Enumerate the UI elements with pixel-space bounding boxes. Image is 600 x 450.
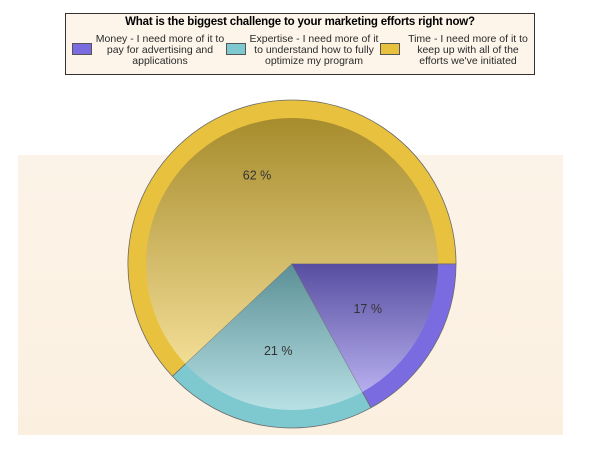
legend-swatch-expertise <box>226 43 246 55</box>
legend-label-expertise: Expertise - I need more of it to underst… <box>249 33 379 67</box>
pie-slice-shading-time <box>145 117 438 364</box>
chart-legend: What is the biggest challenge to your ma… <box>65 13 535 75</box>
slice-label-money: 17 % <box>353 302 382 316</box>
slice-label-time: 62 % <box>243 169 272 183</box>
legend-swatch-money <box>72 43 92 55</box>
pie-slice-shading-money <box>292 264 438 392</box>
legend-label-money: Money - I need more of it to pay for adv… <box>95 33 225 67</box>
pie-slice-shading-expertise <box>185 264 363 410</box>
slice-label-expertise: 21 % <box>264 344 293 358</box>
legend-label-time: Time - I need more of it to keep up with… <box>408 33 528 67</box>
chart-title: What is the biggest challenge to your ma… <box>125 16 475 28</box>
legend-swatch-time <box>380 43 400 55</box>
